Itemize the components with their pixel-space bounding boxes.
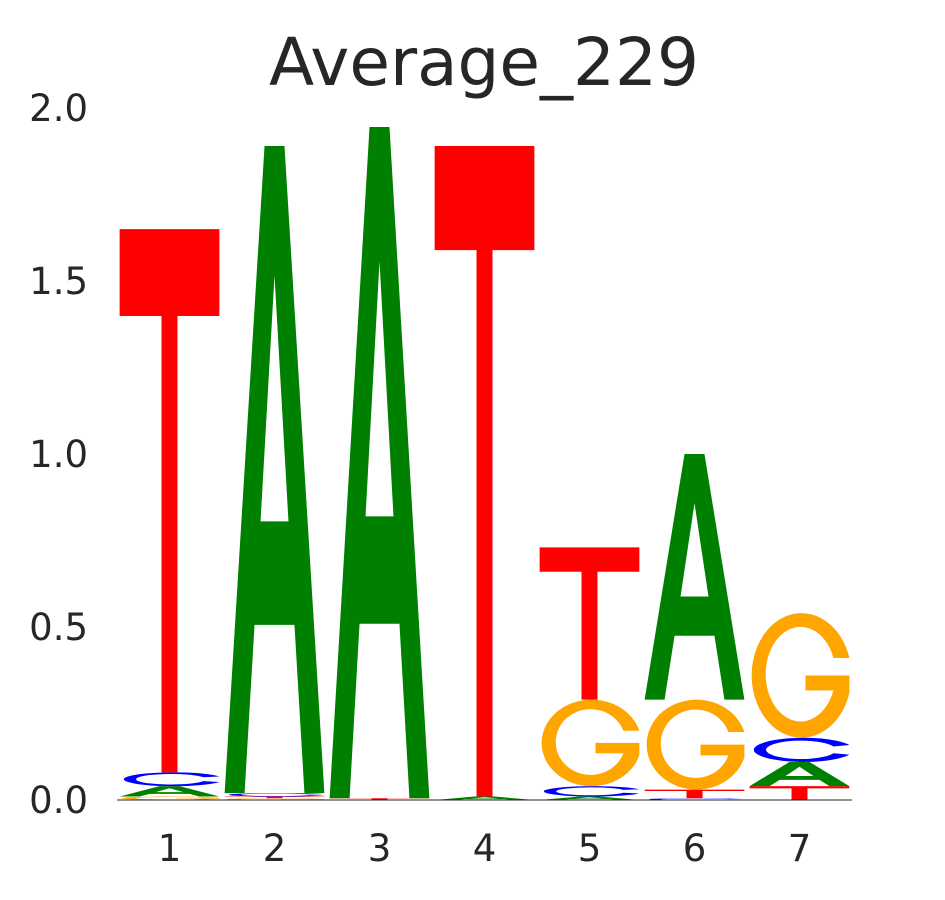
x-tick-label: 5 [578, 827, 602, 870]
logo-column-7 [749, 613, 850, 800]
letter-C-pos-1 [123, 772, 220, 787]
y-tick-label: 0.5 [29, 606, 88, 649]
letter-C-pos-2 [228, 793, 325, 797]
x-tick-label: 4 [473, 827, 497, 870]
letter-T-pos-1 [119, 229, 220, 773]
letter-T-pos-4 [434, 146, 535, 797]
letter-C-pos-5 [543, 786, 640, 797]
letter-A-pos-4 [434, 796, 535, 800]
logo-column-4 [434, 146, 535, 800]
x-tick-label: 6 [683, 827, 707, 870]
letter-A-pos-2 [224, 146, 325, 794]
logo-column-3 [329, 127, 430, 800]
letter-T-pos-3 [329, 798, 430, 800]
letter-A-pos-7 [749, 761, 850, 787]
x-tick-label: 1 [158, 827, 182, 870]
letter-A-pos-6 [644, 454, 745, 700]
letter-G-pos-1 [121, 796, 220, 800]
letter-A-pos-5 [539, 796, 640, 800]
letter-G-pos-6 [646, 699, 745, 790]
letter-A-pos-1 [119, 786, 220, 797]
x-tick-label: 7 [788, 827, 812, 870]
letter-G-pos-7 [751, 613, 850, 738]
chart-title: Average_229 [269, 24, 699, 101]
x-tick-label: 3 [368, 827, 392, 870]
letter-T-pos-6 [644, 789, 745, 799]
letter-T-pos-2 [224, 796, 325, 799]
letter-T-pos-7 [749, 786, 850, 800]
logo-column-6 [644, 454, 745, 800]
y-tick-label: 1.5 [29, 260, 88, 303]
letter-T-pos-5 [539, 547, 640, 700]
logo-column-2 [224, 146, 325, 800]
letter-G-pos-5 [541, 699, 640, 787]
y-tick-label: 1.0 [29, 433, 88, 476]
y-axis-ticks: 0.0 0.5 1.0 1.5 2.0 [29, 87, 88, 822]
logo-column-1 [119, 229, 220, 800]
letter-C-pos-7 [753, 737, 850, 762]
y-tick-label: 0.0 [29, 779, 88, 822]
logo-column-5 [539, 547, 640, 800]
y-tick-label: 2.0 [29, 87, 88, 130]
letter-A-pos-3 [329, 127, 430, 799]
x-tick-label: 2 [263, 827, 287, 870]
x-axis-ticks: 1 2 3 4 5 6 7 [158, 827, 812, 870]
logo-stacks [119, 127, 850, 800]
